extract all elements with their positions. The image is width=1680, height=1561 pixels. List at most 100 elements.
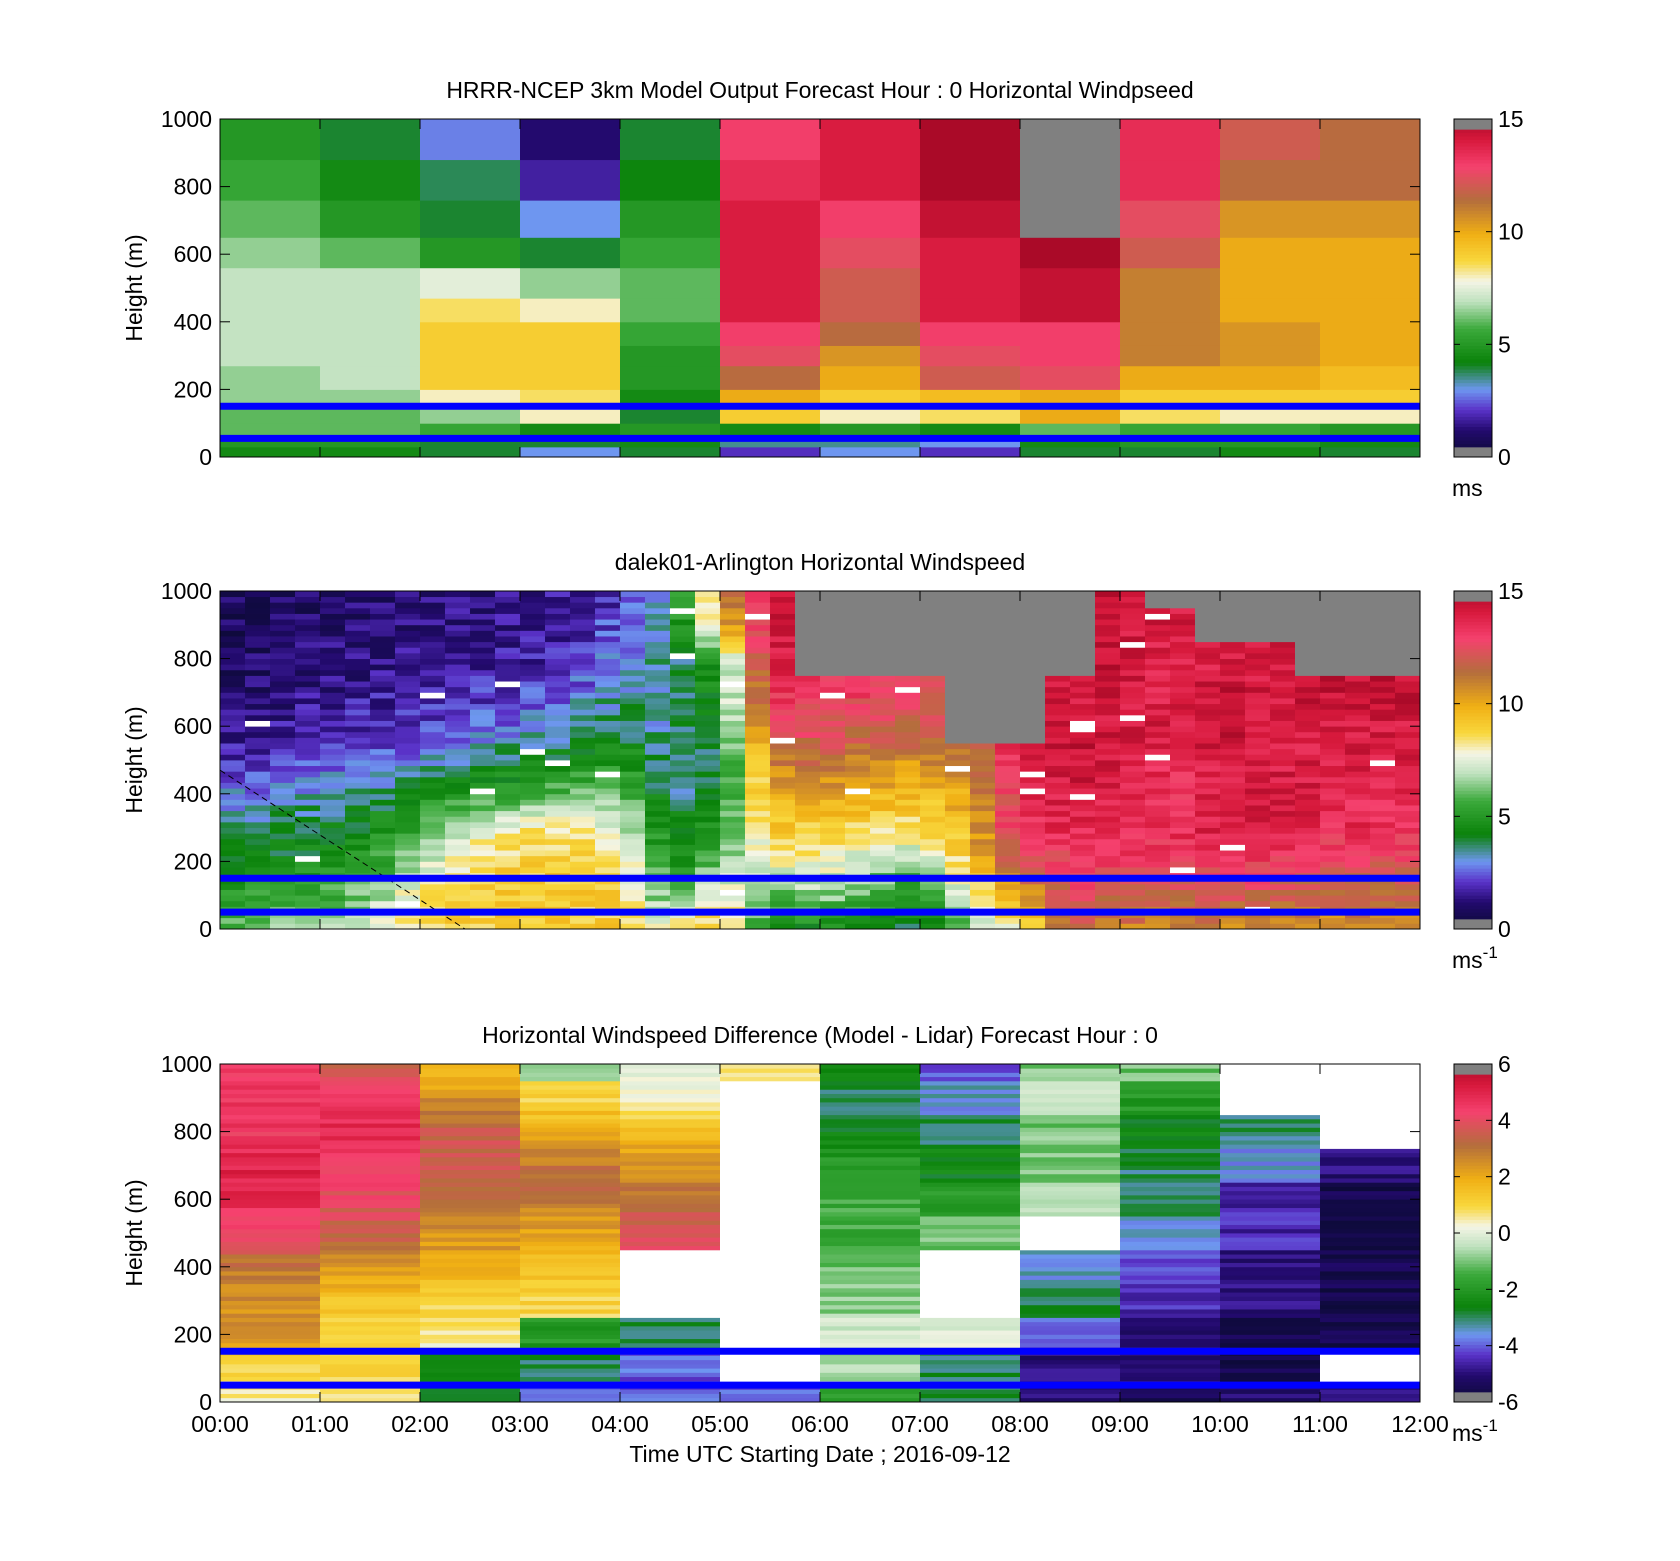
heatmap-cell [645,619,671,626]
heatmap-cell [620,365,721,390]
heatmap-cell [320,1161,421,1166]
heatmap-cell [320,1330,421,1335]
heatmap-cell [320,591,346,598]
heatmap-cell [870,591,896,598]
heatmap-cell [820,1182,921,1187]
heatmap-cell [220,664,246,671]
heatmap-cell [270,776,296,783]
heatmap-cell [220,1376,321,1382]
heatmap-cell [595,602,621,609]
heatmap-cell [1045,782,1071,789]
heatmap-cell [420,1376,521,1382]
heatmap-cell [1020,821,1046,828]
colorbar-swatch [1454,1165,1492,1170]
heatmap-cell [720,1114,821,1120]
heatmap-cell [1245,855,1271,862]
heatmap-cell [495,883,521,890]
heatmap-cell [1120,345,1221,367]
heatmap-cell [920,1363,1021,1369]
heatmap-cell [420,159,521,201]
heatmap-cell [1395,748,1421,755]
heatmap-cell [295,647,321,654]
heatmap-cell [1370,799,1396,806]
heatmap-cell [320,1237,421,1242]
heatmap-cell [445,850,471,857]
heatmap-cell [1220,669,1246,676]
heatmap-cell [1320,816,1346,823]
heatmap-cell [1120,159,1221,201]
heatmap-cell [1020,1359,1121,1365]
colorbar-swatch [1454,1216,1492,1220]
heatmap-cell [1070,630,1096,637]
heatmap-cell [220,883,246,890]
heatmap-cell [1170,810,1196,817]
heatmap-cell [320,267,421,299]
heatmap-cell [270,731,296,738]
heatmap-cell [945,743,971,750]
heatmap-cell [570,805,596,812]
heatmap-cell [695,686,721,693]
heatmap-cell [1320,1254,1421,1259]
heatmap-cell [1020,692,1046,699]
heatmap-cell [520,619,546,626]
heatmap-cell [1195,760,1221,767]
heatmap-cell [570,703,596,710]
heatmap-cell [220,1211,321,1217]
heatmap-cell [1095,731,1121,738]
heatmap-cell [1220,298,1321,323]
colorbar-swatch [1454,1195,1492,1200]
heatmap-cell [1195,917,1221,924]
heatmap-cell [670,624,696,631]
heatmap-cell [595,765,621,772]
heatmap-cell [420,850,446,857]
heatmap-cell [770,591,796,598]
heatmap-cell [320,776,346,783]
heatmap-cell [520,1169,621,1175]
heatmap-cell [320,1123,421,1128]
heatmap-cell [1120,1106,1221,1111]
heatmap-cell [1070,776,1096,783]
heatmap-cell [945,602,971,609]
heatmap-cell [345,709,371,716]
heatmap-cell [220,636,246,643]
heatmap-cell [245,613,271,620]
heatmap-cell [545,669,571,676]
colorbar-swatch [1454,264,1492,269]
heatmap-cell [270,833,296,840]
heatmap-cell [220,1089,321,1094]
heatmap-cell [345,844,371,851]
colorbar-swatch [1454,402,1492,407]
heatmap-cell [920,1156,1021,1162]
colorbar-swatch [1454,1178,1492,1183]
heatmap-cell [220,1334,321,1340]
heatmap-cell [620,423,721,438]
heatmap-cell [1120,1275,1221,1280]
colorbar-swatch [1454,291,1492,296]
heatmap-cell [1370,765,1396,772]
heatmap-cell [920,1123,1021,1128]
heatmap-cell [820,1292,921,1297]
heatmap-cell [1095,591,1121,598]
heatmap-cell [320,686,346,693]
heatmap-cell [545,748,571,755]
heatmap-cell [595,833,621,840]
colorbar-swatch [1454,179,1492,184]
heatmap-cell [970,613,996,620]
heatmap-cell [520,686,546,693]
colorbar-swatch [1454,433,1492,438]
heatmap-cell [1220,658,1246,665]
heatmap-cell [295,748,321,755]
heatmap-cell [1045,686,1071,693]
heatmap-cell [670,805,696,812]
heatmap-cell [1120,389,1221,407]
heatmap-cell [820,731,846,738]
heatmap-cell [320,423,421,438]
heatmap-cell [1370,833,1396,840]
heatmap-cell [820,889,846,896]
heatmap-cell [520,1292,621,1297]
heatmap-cell [520,200,621,238]
heatmap-cell [720,641,746,648]
heatmap-cell [820,805,846,812]
